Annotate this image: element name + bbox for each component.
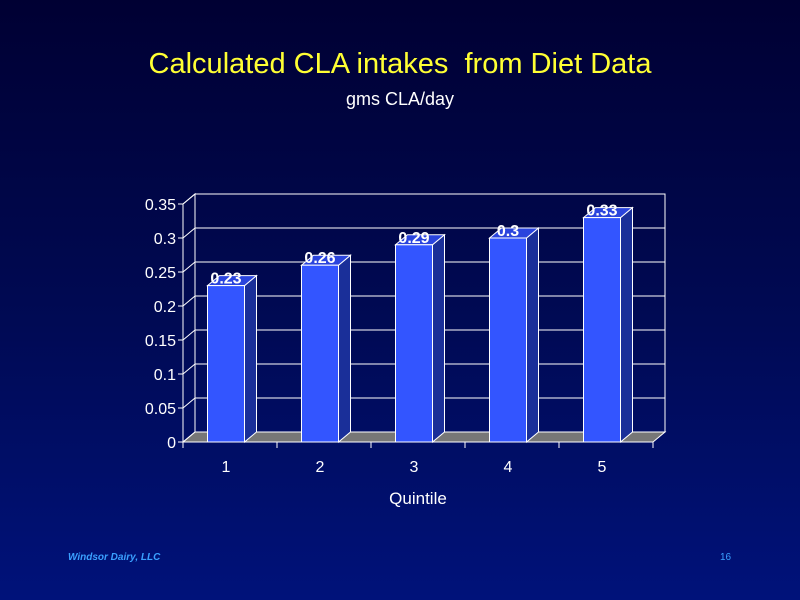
x-tick-label: 4 bbox=[504, 459, 513, 476]
bar-side bbox=[526, 226, 539, 444]
x-tick-label: 1 bbox=[222, 459, 231, 476]
bar-value-label: 0.23 bbox=[210, 271, 241, 288]
y-tick-label: 0.3 bbox=[154, 231, 176, 248]
x-tick-label: 2 bbox=[316, 459, 325, 476]
slide-subtitle: gms CLA/day bbox=[345, 89, 455, 109]
x-tick-label: 5 bbox=[598, 459, 607, 476]
y-tick-label: 0.35 bbox=[145, 197, 176, 214]
side-wall bbox=[182, 192, 196, 444]
bar-side bbox=[432, 233, 445, 444]
y-tick-label: 0.25 bbox=[145, 265, 176, 282]
chart-data-labels: 0.23 0.26 0.29 0.3 0.33 bbox=[210, 203, 617, 288]
bar-value-label: 0.33 bbox=[586, 203, 617, 220]
bar bbox=[583, 217, 621, 443]
bar-value-label: 0.3 bbox=[497, 223, 519, 240]
bar-value-label: 0.26 bbox=[304, 250, 335, 267]
bar bbox=[395, 244, 433, 443]
x-axis-label: Quintile bbox=[389, 489, 447, 508]
y-axis-ticks: 0 0.05 0.1 0.15 0.2 0.25 0.3 0.35 bbox=[145, 197, 183, 452]
chart-bars bbox=[206, 206, 634, 444]
page-number: 16 bbox=[720, 552, 732, 563]
gridline bbox=[182, 193, 665, 205]
bar-side bbox=[338, 254, 351, 444]
slide-title: Calculated CLA intakes from Diet Data bbox=[148, 48, 652, 80]
bar bbox=[301, 264, 339, 443]
x-tick-label: 3 bbox=[410, 459, 419, 476]
y-tick-label: 0.2 bbox=[154, 299, 176, 316]
bar bbox=[207, 285, 245, 443]
y-tick-label: 0.15 bbox=[145, 333, 176, 350]
x-axis-ticks: 1 2 3 4 5 bbox=[182, 442, 654, 476]
bar-value-label: 0.29 bbox=[398, 230, 429, 247]
bar bbox=[489, 237, 527, 443]
y-tick-label: 0 bbox=[167, 435, 176, 452]
bar-side bbox=[620, 206, 633, 444]
y-tick-label: 0.05 bbox=[145, 401, 176, 418]
y-tick-label: 0.1 bbox=[154, 367, 176, 384]
footer-company: Windsor Dairy, LLC bbox=[68, 552, 161, 563]
bar-side bbox=[244, 274, 257, 444]
